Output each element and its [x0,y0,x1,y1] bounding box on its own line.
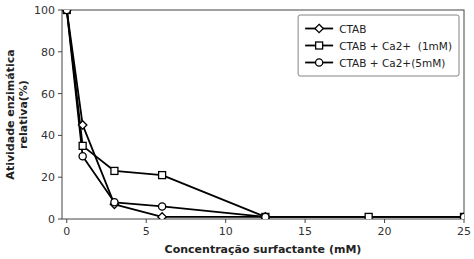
x-tick-label: 10 [219,225,233,238]
y-tick-label: 0 [48,213,55,226]
legend-frame [298,15,459,76]
y-axis-label-line: relativa(%) [17,80,30,149]
series-line [67,10,464,217]
x-axis-label: Concentração surfactante (mM) [165,243,362,256]
y-tick [58,93,62,94]
x-tick [464,219,465,223]
y-tick-label: 20 [41,171,55,184]
data-point [262,213,269,219]
plot-data [63,10,464,219]
y-tick-label: 100 [34,4,55,17]
data-point [63,10,70,14]
y-axis-label: Atividade enzimáticarelativa(%) [4,49,30,179]
chart: 0 5 10 15 20 25 0 20 40 60 80 100 Concentração surfa… [0,0,474,259]
x-tick-label: 25 [457,225,471,238]
x-tick-label: 0 [63,225,70,238]
x-tick [225,219,226,223]
data-point [365,213,372,219]
y-tick-label: 60 [41,88,55,101]
data-point [262,213,269,219]
y-tick-label: 40 [41,129,55,142]
data-point [461,213,465,219]
y-tick [58,177,62,178]
legend: CTAB CTAB + Ca2+ (1mM) CTAB + Ca2+(5mM) [298,15,459,76]
x-tick [146,219,147,223]
y-tick [58,219,62,220]
plot-frame [62,10,464,219]
y-tick [58,51,62,52]
legend-marker [316,59,323,66]
x-tick [305,219,306,223]
x-tick-label: 20 [378,225,392,238]
x-tick [384,219,385,223]
data-point [159,203,166,210]
data-point [78,121,86,129]
y-axis-label-line: Atividade enzimática [4,49,17,179]
data-point [79,142,86,149]
data-point [79,153,86,160]
x-tick [66,219,67,223]
x-tick-label: 15 [298,225,312,238]
legend-label: CTAB [339,23,366,35]
data-point [159,172,166,179]
x-tick-label: 5 [143,225,150,238]
series-line [67,10,266,217]
series-line [67,10,464,217]
data-point [111,199,118,206]
legend-label: CTAB + Ca2+(5mM) [339,57,445,69]
y-tick-label: 80 [41,46,55,59]
data-point [63,10,70,14]
data-point [460,213,464,219]
data-point [63,10,71,14]
y-tick [58,135,62,136]
legend-label: CTAB + Ca2+ (1mM) [339,40,452,52]
legend-marker [315,24,323,32]
data-point [158,213,166,219]
data-point [111,167,118,174]
y-tick [58,10,62,11]
chart-container: 0 5 10 15 20 25 0 20 40 60 80 100 Concentração surfa… [0,0,474,259]
data-point [261,213,269,219]
legend-marker [316,42,323,49]
